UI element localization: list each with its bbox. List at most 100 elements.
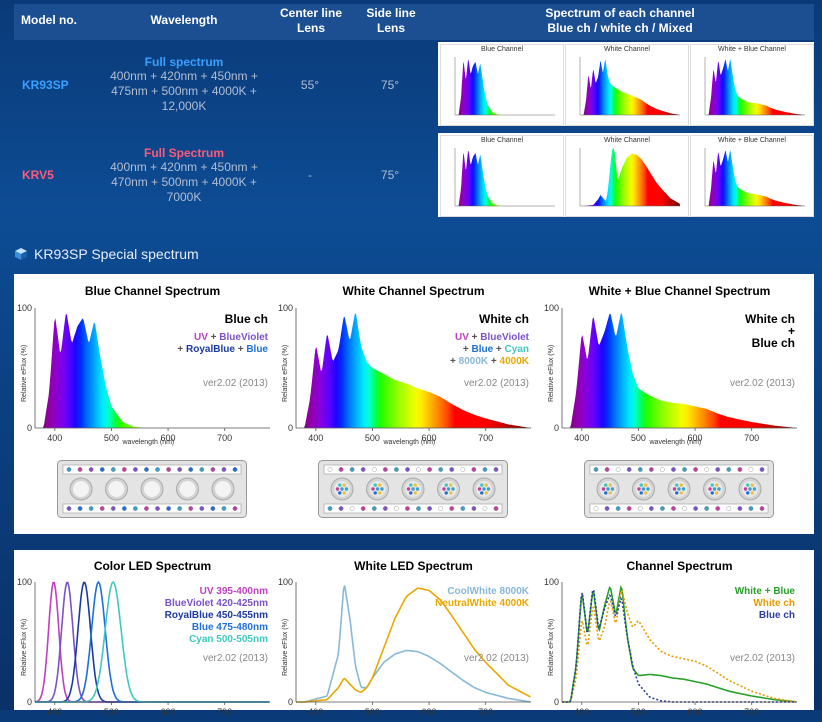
thumb-chart <box>454 148 555 207</box>
thumb-title: White Channel <box>604 137 650 144</box>
lens-led <box>681 487 686 491</box>
chart-bottom-1-ytick-label: 0 <box>288 697 293 707</box>
lens-led <box>639 483 643 487</box>
led-dot <box>327 467 333 472</box>
lens-led <box>672 487 677 491</box>
legend-entry: + RoyalBlue + Blue <box>177 344 268 355</box>
chart-top-1-ytick-label: 100 <box>278 303 293 313</box>
y-axis-label: Relative eFlux (%) <box>282 344 289 402</box>
led-dot <box>188 467 194 472</box>
thumb-title: White + Blue Channel <box>718 46 786 53</box>
legend-entry: RoyalBlue 450-455nm <box>164 610 268 621</box>
lens-led <box>442 487 446 491</box>
thumb-1-1: White Channel <box>565 135 689 217</box>
led-dot <box>144 467 149 472</box>
lens-led <box>344 487 349 491</box>
lens-led <box>378 483 382 487</box>
version-label: ver2.02 (2013) <box>463 653 529 664</box>
legend-entry: + Blue + Cyan <box>463 344 529 355</box>
led-dot <box>637 467 643 472</box>
lens-led <box>409 483 413 487</box>
led-dot <box>759 467 765 472</box>
y-axis-label: Relative eFlux (%) <box>548 618 555 676</box>
legend-part: Cyan <box>504 344 529 355</box>
chart-top-2-xtick-label: 500 <box>631 433 646 443</box>
chart-bottom-0-xtick-label: 500 <box>104 707 119 717</box>
lens-led <box>335 487 340 491</box>
spectrum-top-1-area <box>296 313 531 428</box>
led-strip <box>589 464 769 475</box>
led-strip <box>323 464 503 475</box>
chart-top-0-xtick-label: 400 <box>47 433 62 443</box>
spectrum-panel-bottom <box>14 550 814 710</box>
chart-bottom-2-xtick-label: 400 <box>574 707 589 717</box>
x-axis-label: wavelength (nm) <box>649 439 702 446</box>
thumb-area <box>580 153 680 206</box>
thumb-chart <box>704 57 805 116</box>
side-lens-kr93sp: 75° <box>380 78 400 92</box>
thumb-area <box>705 59 805 115</box>
y-axis-label: Relative eFlux (%) <box>21 618 28 676</box>
chart-top-2-xtick-label: 700 <box>744 433 759 443</box>
led-dot <box>77 467 83 472</box>
lens-led <box>679 491 683 495</box>
lens-led <box>406 487 411 491</box>
lens-led <box>604 483 608 487</box>
chart-top-2-xtick-label: 600 <box>688 433 703 443</box>
led-dot <box>593 467 599 472</box>
led-dot <box>748 506 754 511</box>
lens-inner <box>108 481 125 497</box>
lens-led <box>717 487 721 491</box>
legend-part: + <box>207 332 220 343</box>
header-model: Model no. <box>21 13 77 27</box>
led-dot <box>416 506 421 511</box>
led-dot <box>121 467 127 472</box>
center-lens-kr93sp: 55° <box>300 78 320 92</box>
led-dot <box>382 467 388 472</box>
lens-led <box>486 487 491 491</box>
led-strip <box>62 503 242 514</box>
chart-top-0-ytick-label: 100 <box>17 303 32 313</box>
legend-part: Blue <box>246 344 268 355</box>
version-label: ver2.02 (2013) <box>729 653 795 664</box>
led-dot <box>726 506 732 511</box>
legend-entry: Blue 475-480nm <box>191 622 268 633</box>
chart-bottom-2-xtick-label: 700 <box>744 707 759 717</box>
lens-led <box>446 487 451 491</box>
led-dot <box>221 467 227 472</box>
lens-led <box>373 491 377 495</box>
lens-led <box>601 487 606 491</box>
legend-part: + <box>468 332 481 343</box>
cube-icon <box>14 247 28 261</box>
lens-led <box>750 491 754 495</box>
lens-led <box>644 483 648 487</box>
legend-part: UV <box>193 332 208 343</box>
lens-led <box>411 487 415 491</box>
lens-led <box>746 491 750 495</box>
thumb-0-2: White + Blue Channel <box>690 44 814 126</box>
thumb-1-2: White + Blue Channel <box>690 135 814 217</box>
chart-bottom-2-ytick-label: 0 <box>554 697 559 707</box>
legend-part: + <box>234 344 247 355</box>
header-wavelength: Wavelength <box>150 13 218 27</box>
lens-led <box>444 483 448 487</box>
spectrum-top-0-area <box>35 313 270 428</box>
led-dot <box>604 467 610 472</box>
thumb-title: White + Blue Channel <box>718 137 786 144</box>
version-label: ver2.02 (2013) <box>729 378 795 389</box>
lens-inner <box>73 481 89 497</box>
lens-led <box>477 487 482 491</box>
led-dot <box>482 467 488 472</box>
legend-part: BlueViolet <box>219 332 268 343</box>
spectrum-top-2-area <box>562 313 797 428</box>
led-dot <box>155 467 160 472</box>
led-dot <box>671 506 676 511</box>
led-dot <box>66 506 72 511</box>
legend-part: UV <box>454 332 469 343</box>
chart-top-0-xtick-label: 500 <box>104 433 119 443</box>
led-dot <box>427 506 433 511</box>
lens-led <box>604 491 608 495</box>
legend-part: 8000K <box>458 356 489 367</box>
lens-led <box>338 483 342 487</box>
chart-bottom-1-ytick-label: 100 <box>278 577 293 587</box>
